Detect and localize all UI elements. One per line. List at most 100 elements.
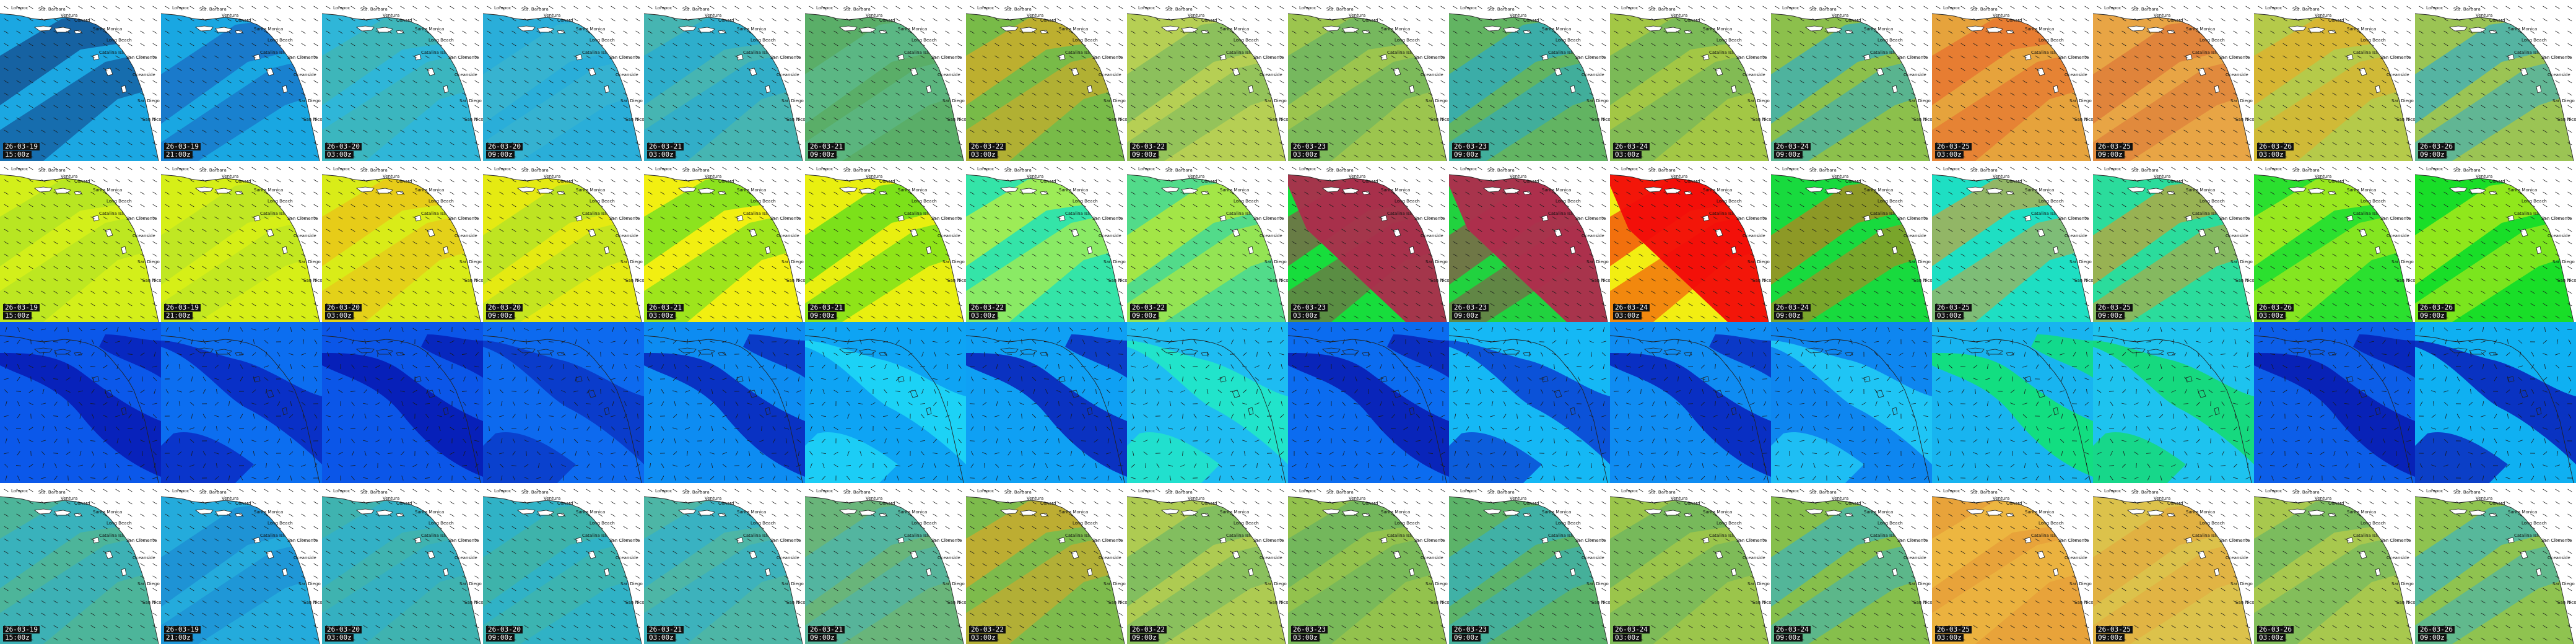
vector-arrow <box>2183 117 2188 121</box>
vector-arrow <box>2022 129 2027 133</box>
vector-arrow <box>214 228 219 232</box>
vector-arrow <box>41 92 46 96</box>
vector-arrow <box>945 241 950 245</box>
vector-arrow <box>2060 55 2065 59</box>
vector-arrow <box>1973 30 1978 34</box>
vector-arrow <box>1007 92 1012 96</box>
vector-arrow <box>301 266 306 269</box>
vector-arrow <box>1787 117 1792 121</box>
place-label: Sta. Barbara <box>682 168 710 173</box>
vector-arrow <box>177 216 182 220</box>
island <box>749 67 757 76</box>
vector-arrow <box>945 228 950 232</box>
vector-arrow <box>561 179 566 183</box>
vector-arrow <box>1094 315 1099 319</box>
vector-arrow <box>1106 117 1111 121</box>
vector-arrow <box>1973 67 1978 71</box>
vector-arrow <box>871 167 876 170</box>
land-mass <box>2093 0 2254 161</box>
vector-arrow <box>1069 204 1074 207</box>
vector-arrow <box>289 253 294 257</box>
vector-arrow <box>2134 129 2139 133</box>
vector-arrow <box>462 30 467 34</box>
vector-arrow <box>1354 266 1359 269</box>
vector-arrow <box>214 303 219 307</box>
vector-arrow <box>1824 105 1829 108</box>
vector-arrow <box>1700 43 1705 46</box>
vector-arrow <box>821 191 826 195</box>
vector-arrow <box>2010 6 2015 9</box>
vector-arrow <box>784 142 789 146</box>
vector-arrow <box>809 290 814 294</box>
vector-arrow <box>685 167 690 170</box>
vector-arrow <box>883 30 888 34</box>
vector-arrow <box>895 278 900 282</box>
vector-arrow <box>326 241 331 245</box>
vector-arrow <box>400 129 405 133</box>
vector-arrow <box>598 278 603 282</box>
vector-arrow <box>264 278 269 282</box>
vector-arrow <box>388 315 393 319</box>
vector-arrow <box>945 167 950 170</box>
vector-arrow <box>747 253 752 257</box>
vector-arrow <box>957 290 962 294</box>
vector-arrow <box>2146 6 2151 9</box>
vector-arrow <box>1131 204 1136 207</box>
vector-arrow <box>1440 216 1445 220</box>
vector-arrow <box>2258 80 2263 84</box>
vector-arrow <box>2233 67 2238 71</box>
vector-arrow <box>1824 117 1829 121</box>
vector-arrow <box>1936 43 1941 46</box>
vector-arrow <box>1874 154 1879 158</box>
vector-arrow <box>1998 105 2003 108</box>
vector-arrow <box>561 43 566 46</box>
vector-arrow <box>895 303 900 307</box>
vector-arrow <box>1168 167 1173 170</box>
vector-arrow <box>1799 80 1804 84</box>
vector-arrow <box>871 191 876 195</box>
vector-arrow <box>1799 55 1804 59</box>
vector-arrow <box>2233 30 2238 34</box>
vector-arrow <box>1899 67 1904 71</box>
vector-arrow <box>511 18 516 22</box>
vector-arrow <box>1155 105 1160 108</box>
vector-arrow <box>1292 241 1297 245</box>
island <box>282 246 288 255</box>
vector-arrow <box>1577 129 1582 133</box>
place-label: Santa Monica <box>737 188 767 193</box>
vector-arrow <box>1899 105 1904 108</box>
vector-arrow <box>623 154 628 158</box>
vector-arrow <box>2072 105 2077 108</box>
vector-arrow <box>970 80 975 84</box>
vector-arrow <box>524 18 529 22</box>
vector-arrow <box>660 18 665 22</box>
vector-arrow <box>846 253 851 257</box>
vector-arrow <box>2567 154 2572 158</box>
vector-arrow <box>326 204 331 207</box>
vector-arrow <box>598 142 603 146</box>
vector-arrow <box>598 167 603 170</box>
place-label: Lompoc <box>977 167 994 172</box>
vector-arrow <box>1403 290 1408 294</box>
vector-arrow <box>239 278 244 282</box>
vector-arrow <box>784 253 789 257</box>
vector-arrow <box>41 179 46 183</box>
vector-arrow <box>970 117 975 121</box>
vector-arrow <box>1775 30 1780 34</box>
vector-arrow <box>1155 290 1160 294</box>
vector-arrow <box>1502 67 1507 71</box>
vector-arrow <box>1168 142 1173 146</box>
vector-arrow <box>2072 30 2077 34</box>
vector-arrow <box>103 30 108 34</box>
vector-arrow <box>2121 117 2126 121</box>
vector-arrow <box>375 191 380 195</box>
vector-arrow <box>2245 67 2250 71</box>
vector-arrow <box>1663 30 1668 34</box>
place-label: Long Beach <box>107 38 132 43</box>
vector-arrow <box>1539 228 1544 232</box>
vector-arrow <box>326 266 331 269</box>
vector-arrow <box>1564 191 1569 195</box>
vector-arrow <box>301 179 306 183</box>
vector-arrow <box>1403 241 1408 245</box>
vector-arrow <box>189 67 194 71</box>
